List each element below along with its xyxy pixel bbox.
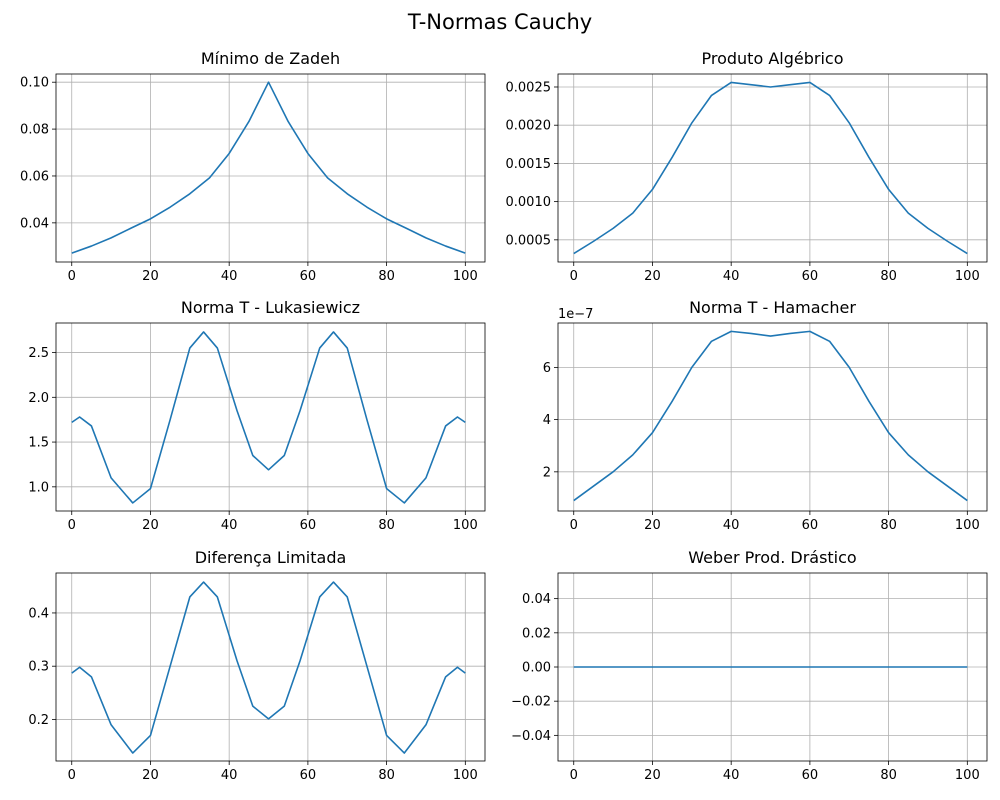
- y-tick-label: 0.06: [20, 169, 49, 184]
- x-tick-label: 80: [378, 768, 395, 783]
- axes-frame: [55, 572, 486, 762]
- series-line: [71, 331, 466, 504]
- axes-frame: [557, 73, 988, 263]
- x-tick-label: 20: [142, 269, 159, 284]
- y-tick-label: 0.3: [28, 660, 49, 675]
- x-tick-label: 100: [453, 518, 478, 533]
- x-tick-label: 40: [723, 269, 740, 284]
- x-tick-label: 40: [221, 768, 238, 783]
- y-tick-label: 2: [543, 465, 551, 480]
- y-tick-label: 0.0015: [506, 157, 552, 172]
- x-tick-label: 60: [802, 768, 819, 783]
- y-tick-label: −0.04: [511, 729, 551, 744]
- subplot-title: Norma T - Lukasiewicz: [181, 298, 360, 317]
- x-tick-label: 20: [644, 518, 661, 533]
- subplot-title: Mínimo de Zadeh: [201, 49, 340, 68]
- x-tick-label: 100: [453, 768, 478, 783]
- x-tick-label: 60: [300, 518, 317, 533]
- y-tick-label: −0.02: [511, 695, 551, 710]
- y-tick-label: 0.04: [522, 592, 551, 607]
- subplot-1: 0 20 40 60 80 100 0.04 0.06 0.08 0.10 Mínimo de Za…: [20, 49, 486, 284]
- x-tick-label: 80: [880, 269, 897, 284]
- x-tick-label: 100: [955, 269, 980, 284]
- series-line: [71, 581, 466, 754]
- y-tick-label: 1.5: [28, 436, 49, 451]
- x-tick-label: 40: [221, 269, 238, 284]
- x-tick-label: 100: [955, 768, 980, 783]
- x-tick-label: 0: [570, 518, 578, 533]
- subplot-3: 0 20 40 60 80 100 1.0 1.5 2.0 2.5 Norma T - Lukasi…: [28, 298, 486, 533]
- y-tick-label: 0.0005: [506, 233, 552, 248]
- x-tick-label: 0: [68, 269, 76, 284]
- subplot-2: 0 20 40 60 80 100 0.0005 0.0010 0.0015 0.0020 0.00…: [506, 49, 988, 284]
- y-tick-label: 0.02: [522, 626, 551, 641]
- figure-title: T-Normas Cauchy: [407, 10, 593, 34]
- series-line: [573, 81, 968, 255]
- x-tick-label: 0: [68, 518, 76, 533]
- x-tick-label: 20: [644, 269, 661, 284]
- x-tick-label: 20: [142, 768, 159, 783]
- series-line: [573, 330, 968, 502]
- y-tick-label: 0.0025: [506, 80, 552, 95]
- x-tick-label: 20: [142, 518, 159, 533]
- x-tick-label: 60: [300, 768, 317, 783]
- y-tick-label: 1.0: [28, 480, 49, 495]
- y-tick-label: 2.0: [28, 391, 49, 406]
- y-tick-label: 0.00: [522, 661, 551, 676]
- y-offset-label: 1e−7: [558, 307, 593, 322]
- subplot-title: Norma T - Hamacher: [689, 298, 856, 317]
- y-tick-label: 2.5: [28, 346, 49, 361]
- x-tick-label: 80: [880, 768, 897, 783]
- subplot-title: Diferença Limitada: [195, 548, 347, 567]
- subplot-title: Weber Prod. Drástico: [688, 548, 856, 567]
- x-tick-label: 40: [723, 518, 740, 533]
- y-tick-label: 4: [543, 413, 551, 428]
- x-tick-label: 0: [570, 269, 578, 284]
- y-tick-label: 6: [543, 361, 551, 376]
- subplot-4: 0 20 40 60 80 100 2 4 6 Norma T - Hamacher 1e−7: [543, 298, 988, 533]
- x-tick-label: 80: [880, 518, 897, 533]
- y-tick-label: 0.08: [20, 123, 49, 138]
- x-tick-label: 60: [300, 269, 317, 284]
- y-tick-label: 0.0010: [506, 195, 552, 210]
- subplot-6: 0 20 40 60 80 100 −0.04 −0.02 0.00 0.02 0.04 Weber …: [511, 548, 988, 783]
- x-tick-label: 0: [68, 768, 76, 783]
- y-tick-label: 0.2: [28, 713, 49, 728]
- y-tick-label: 0.04: [20, 216, 49, 231]
- subplot-title: Produto Algébrico: [702, 49, 844, 68]
- x-tick-label: 80: [378, 269, 395, 284]
- x-tick-label: 80: [378, 518, 395, 533]
- x-tick-label: 100: [955, 518, 980, 533]
- x-tick-label: 20: [644, 768, 661, 783]
- y-tick-label: 0.4: [28, 606, 49, 621]
- axes-frame: [557, 322, 988, 512]
- x-tick-label: 40: [221, 518, 238, 533]
- x-tick-label: 0: [570, 768, 578, 783]
- series-line: [71, 81, 466, 254]
- axes-frame: [55, 73, 486, 263]
- y-tick-label: 0.0020: [506, 119, 552, 134]
- axes-frame: [55, 322, 486, 512]
- x-tick-label: 100: [453, 269, 478, 284]
- x-tick-label: 40: [723, 768, 740, 783]
- subplot-5: 0 20 40 60 80 100 0.2 0.3 0.4 Diferença Limitada: [28, 548, 486, 783]
- y-tick-label: 0.10: [20, 76, 49, 91]
- x-tick-label: 60: [802, 518, 819, 533]
- x-tick-label: 60: [802, 269, 819, 284]
